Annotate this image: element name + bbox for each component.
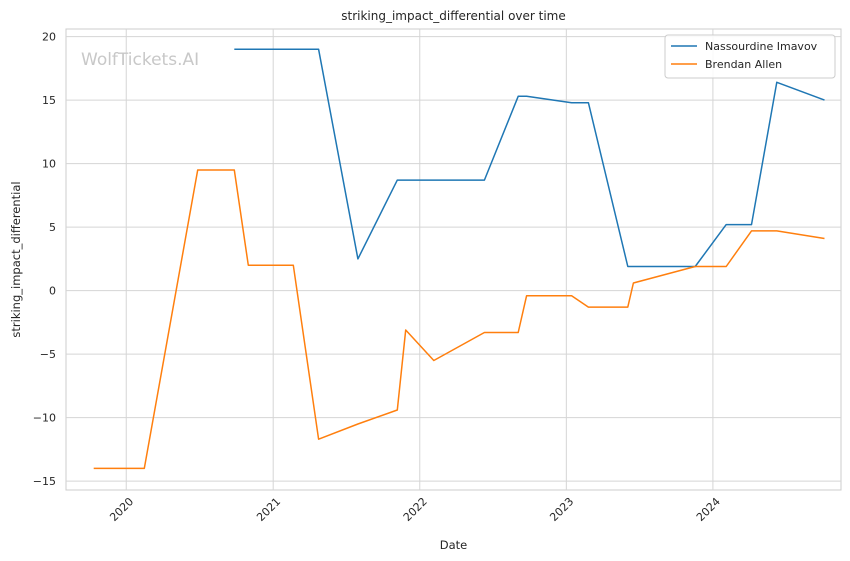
y-tick-label: −15 xyxy=(33,475,56,488)
y-axis: 20 15 10 5 0 −5 −10 −15 xyxy=(33,31,56,488)
chart-title: striking_impact_differential over time xyxy=(341,9,566,23)
y-tick-label: −10 xyxy=(33,412,56,425)
y-axis-title: striking_impact_differential xyxy=(9,181,23,337)
series-line-brendan-allen xyxy=(93,169,825,470)
grid-lines xyxy=(66,29,841,490)
y-tick-label: 0 xyxy=(49,285,56,298)
y-tick-label: 10 xyxy=(42,158,56,171)
legend-label-nassourdine-imavov: Nassourdine Imavov xyxy=(705,40,818,53)
legend: Nassourdine Imavov Brendan Allen xyxy=(664,34,836,79)
y-tick-label: 5 xyxy=(49,221,56,234)
y-tick-label: 15 xyxy=(42,94,56,107)
watermark: WolfTickets.AI xyxy=(81,50,199,70)
legend-label-brendan-allen: Brendan Allen xyxy=(705,58,782,71)
x-axis-title: Date xyxy=(440,538,468,552)
legend-frame xyxy=(664,34,836,79)
series-line-nassourdine-imavov xyxy=(234,48,825,268)
series-layer xyxy=(93,48,825,470)
y-tick-label: −5 xyxy=(40,348,56,361)
y-tick-label: 20 xyxy=(42,31,56,44)
plot-area xyxy=(65,28,842,491)
